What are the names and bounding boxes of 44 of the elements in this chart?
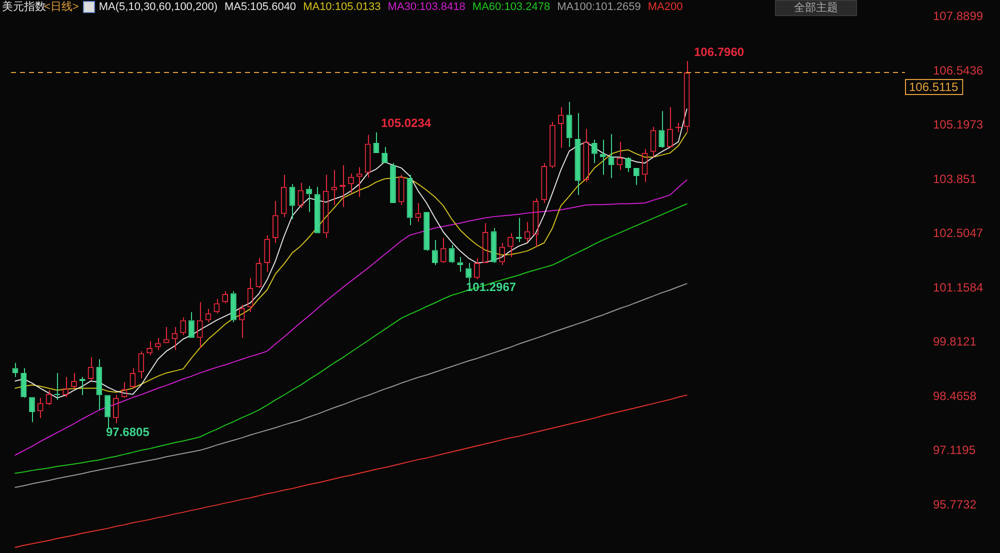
candlestick: [306, 186, 312, 212]
candlestick: [230, 290, 236, 323]
text: MA30:103.8418: [388, 0, 466, 14]
candlestick: [390, 162, 396, 203]
candlestick: [12, 362, 18, 378]
annotation: 97.6805: [106, 425, 150, 439]
candlestick: [373, 132, 380, 154]
text: MA5:105.6040: [224, 0, 296, 14]
text: 106.7960: [694, 45, 744, 59]
text: MA100:101.2659: [557, 0, 641, 14]
y-tick-label: 103.851: [933, 172, 977, 186]
y-tick-label: 98.4658: [933, 388, 977, 403]
annotation: 105.0234: [381, 116, 432, 130]
y-tick-label: 97.1195: [933, 443, 976, 458]
y-tick-label: 101.1584: [933, 280, 984, 294]
candlestick: [432, 240, 438, 266]
ref-line-label: 106.5115: [909, 80, 958, 94]
candlestick: [289, 184, 296, 220]
chart-subtitle: <日线>: [44, 0, 79, 14]
candlestick: [314, 186, 320, 234]
candlestick: [406, 174, 413, 226]
legend-title: MA(5,10,30,60,100,200): [98, 0, 218, 14]
candlestick: [574, 112, 581, 196]
candlestick: [625, 156, 631, 172]
y-tick-label: 105.1973: [933, 118, 984, 132]
chart-title: 美元指数: [2, 0, 46, 14]
candlestick: [658, 110, 665, 148]
y-tick-label: 106.5436: [933, 63, 984, 78]
candlestick: [188, 312, 194, 338]
candlestick: [592, 139, 598, 164]
y-tick-label: 95.7732: [933, 497, 977, 512]
text: 全部主题: [775, 0, 857, 16]
y-tick-label: 107.8899: [933, 9, 984, 24]
y-tick-label: 102.5047: [933, 226, 984, 240]
text: MA200: [648, 0, 683, 14]
candlestick: [20, 368, 27, 398]
candlestick: [424, 212, 430, 252]
text: MA10:105.0133: [303, 0, 381, 14]
candlestick: [490, 227, 497, 264]
candlestick: [382, 146, 388, 164]
candlestick: [96, 358, 102, 411]
y-tick-label: 99.8121: [933, 334, 977, 349]
text: MA60:103.2478: [472, 0, 550, 14]
candlestick: [457, 256, 464, 272]
